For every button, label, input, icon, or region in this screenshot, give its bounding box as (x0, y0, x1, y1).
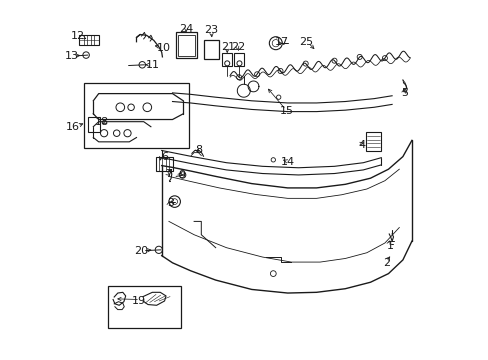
Text: 13: 13 (64, 51, 79, 61)
Text: 3: 3 (167, 198, 174, 208)
Text: 6: 6 (161, 152, 168, 162)
Bar (88, 117, 101, 132)
Text: 20: 20 (134, 246, 148, 256)
Bar (178, 35, 194, 56)
Text: 7: 7 (164, 169, 171, 179)
Text: 14: 14 (280, 157, 294, 167)
Bar (107, 286, 181, 328)
Bar (84, 83, 188, 148)
Text: 25: 25 (299, 37, 313, 47)
Text: 9: 9 (178, 170, 185, 180)
Text: 24: 24 (179, 24, 193, 34)
Bar (204, 40, 218, 59)
Text: 18: 18 (95, 117, 109, 127)
Bar (222, 53, 232, 66)
Text: 16: 16 (66, 122, 80, 132)
Text: 17: 17 (274, 37, 288, 48)
Bar (176, 32, 197, 58)
Text: 23: 23 (204, 24, 218, 35)
Text: 11: 11 (145, 60, 160, 70)
Text: 5: 5 (400, 88, 407, 98)
Text: 4: 4 (358, 140, 365, 150)
Text: 19: 19 (132, 296, 146, 306)
Text: 10: 10 (156, 42, 170, 53)
Text: 2: 2 (383, 258, 389, 268)
Text: 1: 1 (386, 240, 393, 251)
Bar (79, 35, 99, 45)
Text: 15: 15 (280, 106, 293, 116)
Text: 22: 22 (231, 42, 245, 52)
Text: 21: 21 (221, 42, 235, 52)
Text: 12: 12 (71, 31, 85, 41)
Text: 8: 8 (194, 145, 202, 156)
Bar (156, 157, 173, 171)
Bar (366, 132, 380, 151)
Bar (234, 53, 244, 66)
